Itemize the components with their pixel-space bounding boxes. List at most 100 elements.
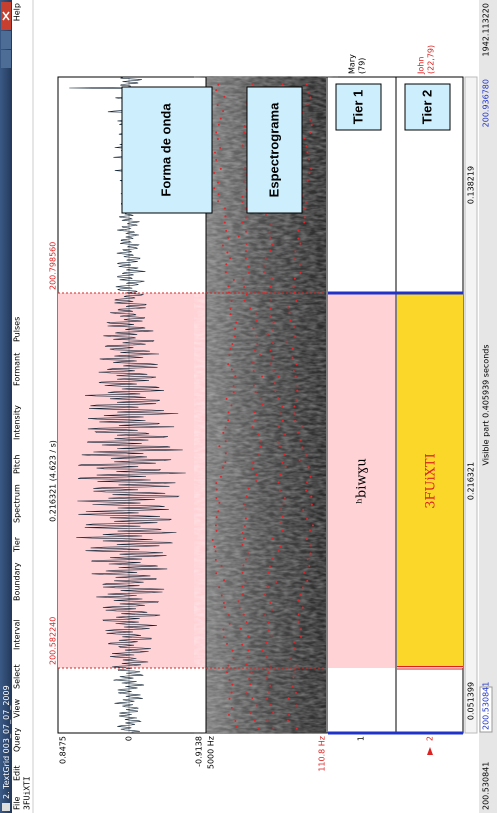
formant-dot xyxy=(295,299,298,302)
formant-dot xyxy=(228,291,230,294)
formant-dot xyxy=(279,545,282,548)
window-start[interactable]: 200.530841 xyxy=(482,762,491,810)
menu-item[interactable]: Query xyxy=(13,727,22,752)
formant-dot xyxy=(243,131,246,134)
formant-dot xyxy=(280,508,283,511)
formant-dot xyxy=(252,461,255,464)
formant-dot xyxy=(215,158,218,161)
formant-dot xyxy=(308,158,311,161)
visible-start[interactable]: 200.530841 xyxy=(482,682,491,730)
formant-dot xyxy=(302,508,305,511)
formant-dot xyxy=(281,83,284,86)
menu-item[interactable]: Tier xyxy=(13,536,22,553)
formant-dot xyxy=(283,496,286,499)
total-end[interactable]: 1942.113220 xyxy=(482,3,491,56)
duration-selection[interactable]: 0.216321 xyxy=(467,462,476,500)
formant-dot xyxy=(243,537,245,540)
formant-dot xyxy=(229,257,232,260)
formant-dot xyxy=(268,565,271,568)
formant-dot xyxy=(229,348,232,351)
formant-dot xyxy=(297,229,300,232)
formant-dot xyxy=(307,466,310,469)
minimize-button[interactable] xyxy=(1,50,11,68)
formant-dot xyxy=(224,440,227,443)
tier-name: John xyxy=(417,57,426,75)
visible-end[interactable]: 200.936780 xyxy=(482,79,491,127)
formant-dot xyxy=(272,726,275,729)
formant-dot xyxy=(225,397,228,400)
menu-item[interactable]: Spectrum xyxy=(13,484,22,523)
formant-dot xyxy=(280,522,283,524)
formant-dot xyxy=(270,222,273,225)
formant-dot xyxy=(229,307,232,310)
formant-dot xyxy=(287,306,290,309)
menu-item[interactable]: Help xyxy=(13,3,22,21)
formant-dot xyxy=(244,257,247,260)
formant-dot xyxy=(269,704,272,707)
visible-start-box[interactable] xyxy=(479,686,493,733)
formant-dot xyxy=(260,398,263,401)
formant-dot xyxy=(226,251,229,254)
tier-name: Mary xyxy=(348,54,357,74)
formant-dot xyxy=(303,216,306,219)
formant-dot xyxy=(245,242,248,245)
duration-bar[interactable] xyxy=(464,76,478,734)
tier-number: 1 xyxy=(357,736,366,741)
menu-item[interactable]: Boundary xyxy=(13,562,22,601)
formant-dot xyxy=(267,628,270,631)
selection-tier1 xyxy=(328,293,395,668)
selected-interval xyxy=(397,293,463,668)
formant-dot xyxy=(215,496,218,499)
formant-dot xyxy=(234,335,236,338)
annotation: Forma de onda xyxy=(158,103,173,197)
formant-dot xyxy=(308,564,311,567)
formant-dot xyxy=(267,622,270,625)
visible-part[interactable]: Visible part 0.405939 seconds xyxy=(482,344,491,465)
menu-item[interactable]: File xyxy=(13,797,22,810)
menu-item[interactable]: Pitch xyxy=(13,455,22,474)
formant-dot xyxy=(222,431,225,434)
window-title: 2. TextGrid 003_07_07_2009 xyxy=(2,685,11,799)
formant-dot xyxy=(234,720,237,723)
formant-dot xyxy=(296,431,299,434)
annotation: Espectrograma xyxy=(266,102,281,197)
formant-dot xyxy=(271,537,274,540)
app-icon xyxy=(2,803,10,811)
menu-item[interactable]: Pulses xyxy=(13,317,22,342)
formant-dot xyxy=(235,725,238,728)
formant-dot xyxy=(228,678,231,681)
formant-dot xyxy=(292,370,295,373)
formant-dot xyxy=(244,166,247,169)
formant-dot xyxy=(272,711,275,714)
formant-dot xyxy=(278,425,281,428)
formant-dot xyxy=(293,258,295,261)
formant-dot xyxy=(299,438,302,441)
formant-dot xyxy=(235,321,238,324)
formant-dot xyxy=(252,370,255,373)
menu-item[interactable]: Edit xyxy=(13,766,22,782)
formant-dot xyxy=(293,648,296,651)
formant-dot xyxy=(215,516,218,519)
formant-dot xyxy=(245,558,247,561)
maximize-button[interactable] xyxy=(1,31,11,49)
annotation-box xyxy=(335,83,382,131)
formant-dot xyxy=(214,558,217,561)
formant-dot xyxy=(271,243,273,246)
menu-item[interactable]: View xyxy=(13,699,22,718)
formant-dot xyxy=(249,307,252,310)
menu-item[interactable]: Formant xyxy=(13,353,22,386)
formant-dot xyxy=(227,419,230,422)
duration-right[interactable]: 0.138219 xyxy=(467,166,476,204)
formant-dot xyxy=(288,312,291,315)
formant-dot xyxy=(270,298,273,301)
formant-dot xyxy=(261,403,264,406)
menu-item[interactable]: Interval xyxy=(13,619,22,650)
duration-left[interactable]: 0.051399 xyxy=(467,682,476,720)
formant-dot xyxy=(310,503,313,506)
formant-dot xyxy=(244,508,247,511)
menu-item[interactable]: Intensity xyxy=(13,405,22,440)
formant-dot xyxy=(270,277,273,280)
menu-item[interactable]: Select xyxy=(13,664,22,689)
axis-label: 0.8475 xyxy=(59,736,68,764)
formant-dot xyxy=(264,593,267,596)
